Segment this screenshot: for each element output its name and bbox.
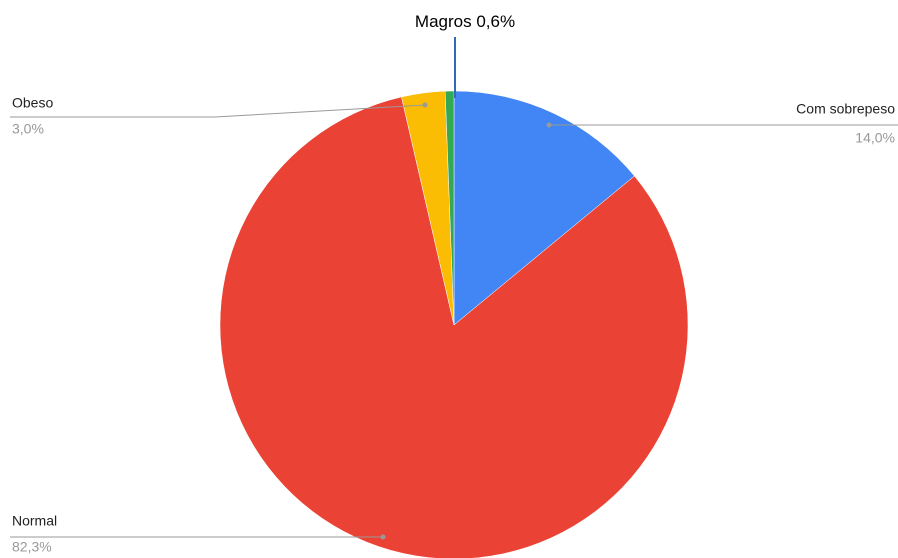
leader-dot <box>422 102 428 108</box>
slice-label: Com sobrepeso <box>796 101 895 117</box>
slice-name: Magros <box>415 12 472 31</box>
slice-label: Obeso <box>12 95 53 111</box>
slice-value-label: 0,6% <box>476 12 515 31</box>
slice-value-label: 82,3% <box>12 539 52 555</box>
leader-line <box>10 104 426 118</box>
slice-label: Normal <box>12 513 57 529</box>
leader-dot <box>380 534 386 540</box>
slice-value-label: 3,0% <box>12 121 44 137</box>
pie-slice <box>453 90 635 326</box>
slice-value-label: 14,0% <box>855 130 895 146</box>
slice-label: Magros 0,6% <box>415 12 515 31</box>
pie-slice <box>219 96 689 558</box>
pie-slice <box>444 90 455 326</box>
leader-dot <box>546 122 552 128</box>
